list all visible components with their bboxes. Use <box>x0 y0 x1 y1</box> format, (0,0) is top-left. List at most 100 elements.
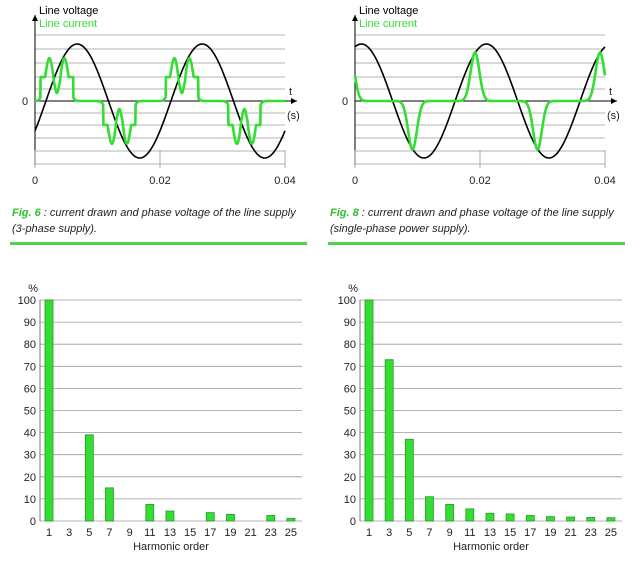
x-tick-label: 7 <box>106 527 112 539</box>
y-tick-label: 30 <box>24 450 36 462</box>
bar-23 <box>266 515 276 522</box>
figure-label: Fig. 6 <box>12 207 41 219</box>
x-tick-label: 13 <box>164 527 176 539</box>
y-tick-label: 20 <box>24 472 36 484</box>
x-tick-label: 5 <box>406 527 412 539</box>
x-tick-label: 13 <box>484 527 496 539</box>
voltage-line <box>34 43 286 159</box>
bar-5 <box>84 434 94 522</box>
legend-voltage: Line voltage <box>39 5 98 17</box>
x-tick-label: 15 <box>504 527 516 539</box>
x-tick-label: 23 <box>265 527 277 539</box>
x-tick-label: 19 <box>544 527 556 539</box>
x-tick-label: 1 <box>366 527 372 539</box>
bar-13 <box>165 510 175 522</box>
y-axis-label: % <box>348 283 358 295</box>
bar-11 <box>465 508 475 522</box>
x-tick-label: 3 <box>386 527 392 539</box>
x-tick-label: 15 <box>184 527 196 539</box>
x-tick-label: 7 <box>426 527 432 539</box>
x-tick-label: 5 <box>86 527 92 539</box>
y-tick-label: 100 <box>338 295 356 307</box>
x-tick-label: 21 <box>564 527 576 539</box>
y-tick-label: 0 <box>350 516 356 528</box>
legend-voltage: Line voltage <box>359 5 418 17</box>
x-tick-label: 0.04 <box>594 175 615 187</box>
x-tick-label: 0.04 <box>274 175 295 187</box>
y-tick-label: 50 <box>344 406 356 418</box>
y-tick-label: 100 <box>18 295 36 307</box>
y-tick-label: 60 <box>24 383 36 395</box>
y-axis-label: % <box>28 283 38 295</box>
x-tick-label: 3 <box>66 527 72 539</box>
bar-1 <box>44 299 54 522</box>
bar-19 <box>546 516 555 522</box>
x-tick-label: 0.02 <box>149 175 170 187</box>
bar-25 <box>606 517 616 522</box>
bar-5 <box>404 438 414 522</box>
x-axis-arrow <box>291 98 297 104</box>
separator-line <box>10 242 307 245</box>
y-axis-arrow <box>352 15 358 21</box>
x-tick-label: 19 <box>224 527 236 539</box>
y-tick-label: 70 <box>344 361 356 373</box>
y-tick-label: 80 <box>344 339 356 351</box>
y-tick-label: 40 <box>344 428 356 440</box>
x-tick-label: 0.02 <box>469 175 490 187</box>
bar-3 <box>384 359 394 522</box>
bar-25 <box>286 517 296 522</box>
x-tick-label: 11 <box>144 527 155 539</box>
x-tick-label: 17 <box>524 527 536 539</box>
y-tick-label: 70 <box>24 361 36 373</box>
x-axis-arrow <box>611 98 617 104</box>
y-tick-label: 10 <box>24 494 36 506</box>
bar-21 <box>566 516 576 522</box>
legend-current: Line current <box>359 18 417 30</box>
bar-13 <box>485 512 495 522</box>
y-tick-label: 50 <box>24 406 36 418</box>
caption-text: : current drawn and phase voltage of the… <box>12 207 296 235</box>
bar-9 <box>445 504 455 522</box>
x-tick-label: 11 <box>464 527 475 539</box>
bar-7 <box>425 496 434 522</box>
x-axis-label: Harmonic order <box>453 541 529 553</box>
y-tick-label: 40 <box>24 428 36 440</box>
caption-text: : current drawn and phase voltage of the… <box>330 207 614 235</box>
bar-15 <box>505 513 515 522</box>
y-tick-label: 60 <box>344 383 356 395</box>
x-tick-label: 0 <box>352 175 358 187</box>
separator-line <box>328 242 625 245</box>
x-axis-label: Harmonic order <box>133 541 209 553</box>
figure-label: Fig. 8 <box>330 207 359 219</box>
bar-1 <box>364 299 374 522</box>
x-tick-label: 9 <box>127 527 133 539</box>
unit-label: (s) <box>607 110 620 122</box>
x-tick-label: 25 <box>605 527 617 539</box>
bar-17 <box>525 515 535 522</box>
t-label: t <box>609 86 612 98</box>
legend-current: Line current <box>39 18 97 30</box>
y-axis-arrow <box>32 15 38 21</box>
t-label: t <box>289 86 292 98</box>
y-tick-label: 0 <box>30 516 36 528</box>
voltage-line <box>354 43 606 159</box>
current-line <box>34 56 286 146</box>
x-tick-label: 0 <box>32 175 38 187</box>
unit-label: (s) <box>287 110 300 122</box>
y-tick-label: 30 <box>344 450 356 462</box>
x-tick-label: 1 <box>46 527 52 539</box>
y-zero-label: 0 <box>22 96 28 108</box>
x-tick-label: 25 <box>285 527 297 539</box>
x-tick-label: 21 <box>244 527 256 539</box>
x-tick-label: 9 <box>447 527 453 539</box>
current-line <box>353 51 607 151</box>
bar-11 <box>145 504 155 522</box>
x-tick-label: 23 <box>585 527 597 539</box>
bar-7 <box>105 487 114 522</box>
bar-19 <box>226 513 235 522</box>
y-zero-label: 0 <box>342 96 348 108</box>
y-tick-label: 80 <box>24 339 36 351</box>
